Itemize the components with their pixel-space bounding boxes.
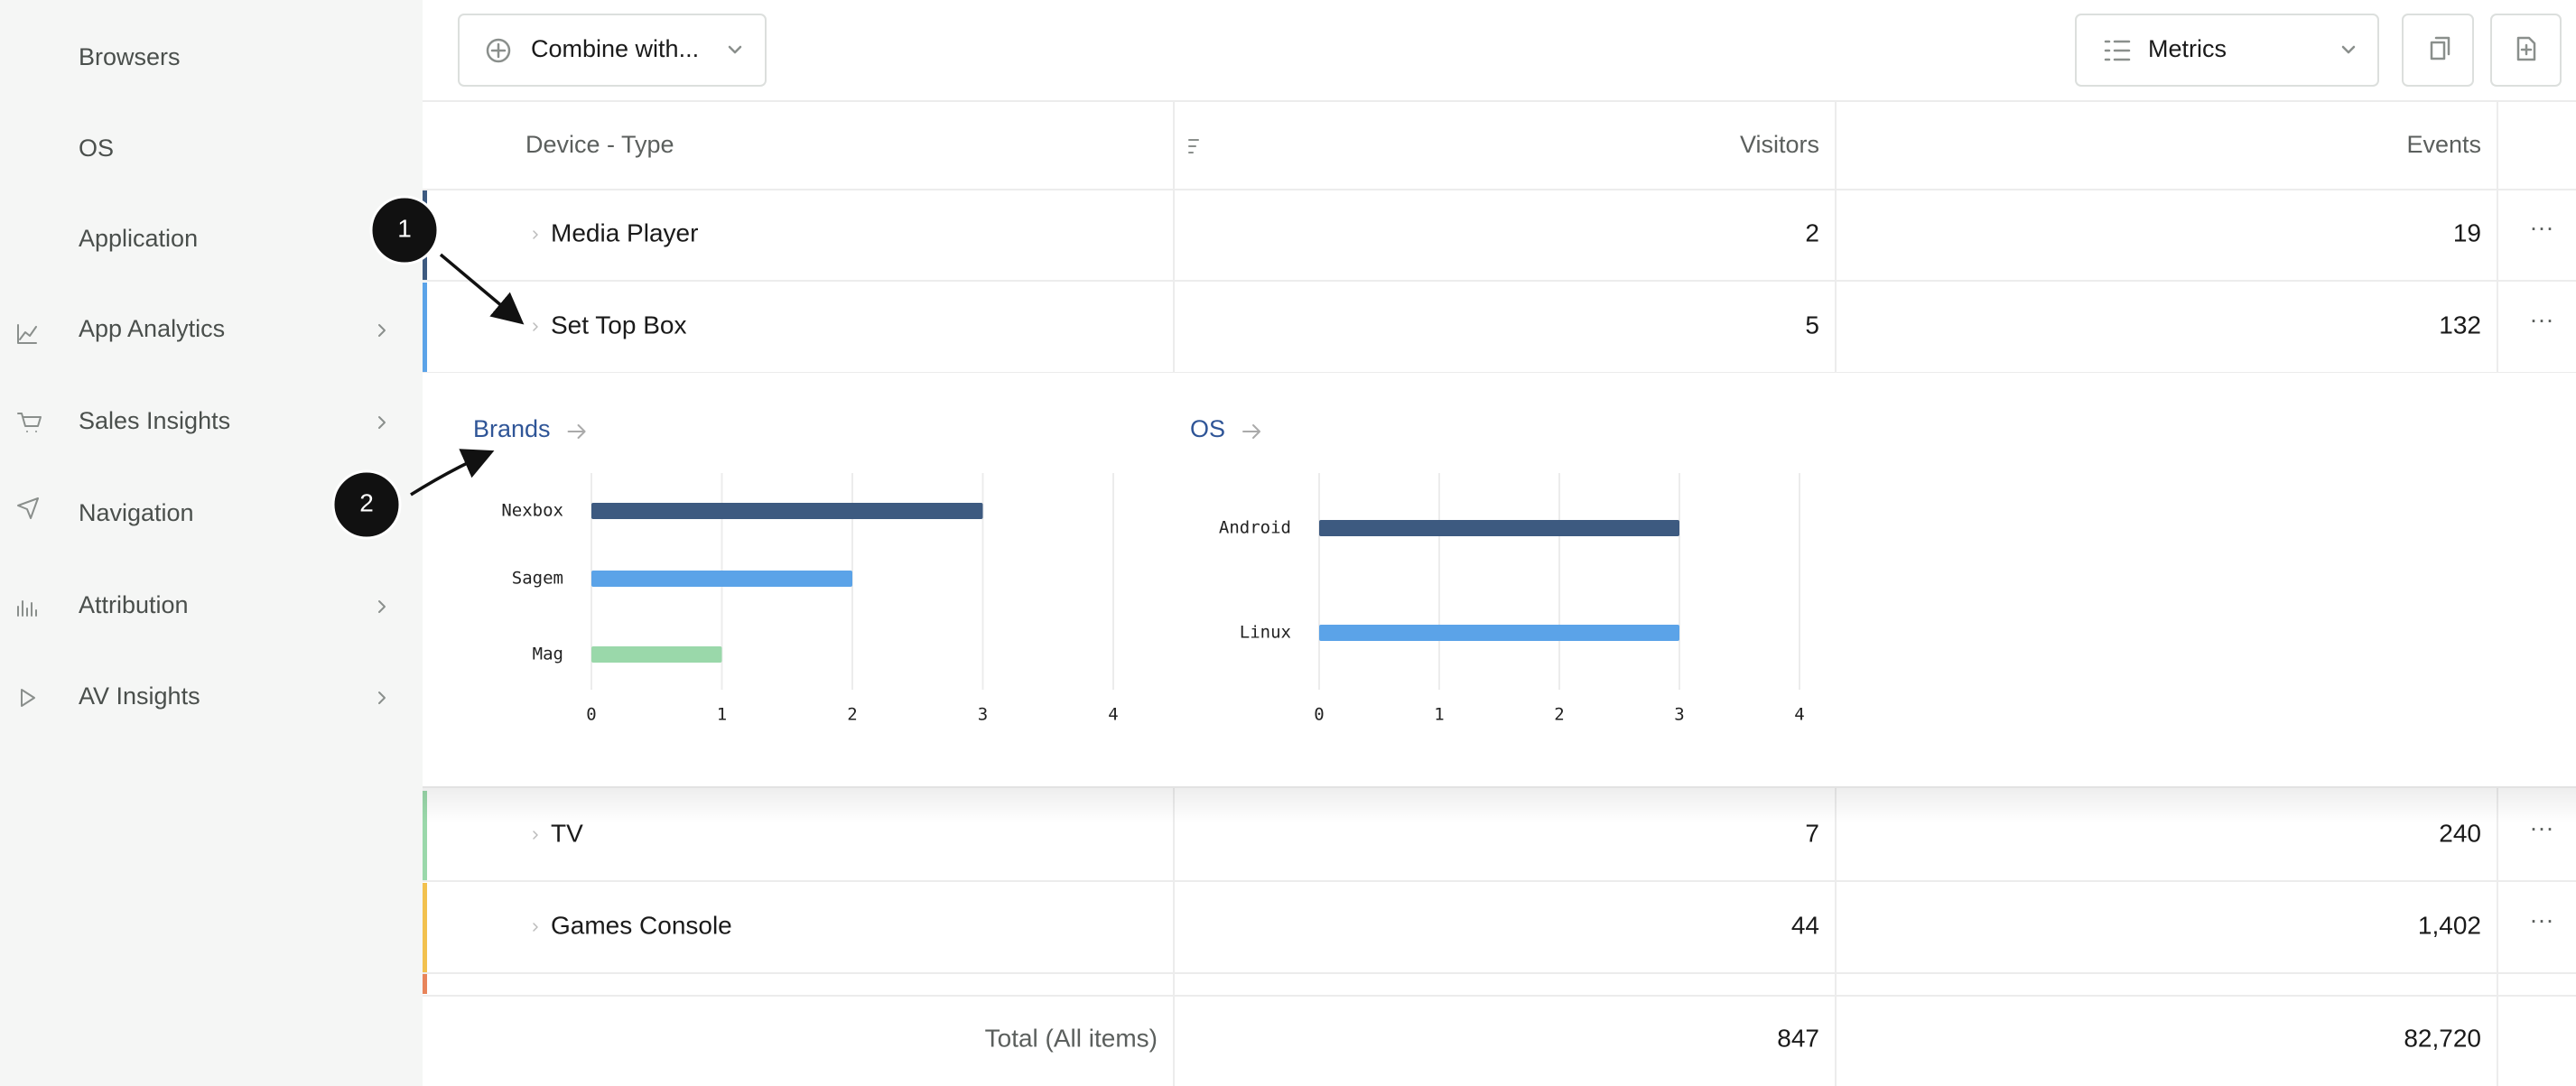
- row-stripe: [423, 283, 427, 372]
- metrics-button[interactable]: [2075, 14, 2379, 87]
- x-tick-label: 1: [1434, 705, 1444, 725]
- sidebar-icon: [17, 324, 37, 344]
- sidebar-item[interactable]: Sales Insights: [79, 407, 230, 434]
- row-stripe: [423, 974, 427, 994]
- y-tick-label: Android: [1219, 518, 1291, 538]
- metrics-label[interactable]: Metrics: [2148, 35, 2227, 62]
- bar: [591, 571, 852, 587]
- x-tick-label: 3: [1674, 705, 1684, 725]
- visitors: 7: [1805, 819, 1819, 847]
- expand-chevron[interactable]: [533, 230, 538, 239]
- events: 132: [2439, 311, 2481, 339]
- annotation-arrow: [410, 449, 495, 497]
- x-tick-label: 1: [717, 705, 727, 725]
- toolbar: Combine with... Metrics: [458, 14, 2562, 87]
- events: 19: [2453, 218, 2481, 246]
- visitors: 44: [1791, 911, 1819, 939]
- row-label[interactable]: Set Top Box: [551, 311, 686, 339]
- sidebar-item[interactable]: AV Insights: [79, 682, 200, 710]
- events: 240: [2439, 819, 2481, 847]
- annotation-number: 2: [359, 488, 374, 516]
- copy-button[interactable]: [2402, 14, 2474, 87]
- expand-chevron[interactable]: [533, 923, 538, 932]
- bar: [591, 646, 722, 663]
- row-stripe: [423, 791, 427, 880]
- sidebar-item[interactable]: OS: [79, 135, 114, 162]
- row-menu[interactable]: ···: [2530, 214, 2554, 241]
- total-visitors: 847: [1777, 1024, 1819, 1052]
- chart-title[interactable]: Brands: [473, 415, 551, 442]
- chevron: [378, 324, 386, 337]
- total-label: Total (All items): [985, 1024, 1158, 1052]
- row-stripe: [423, 883, 427, 972]
- x-tick-label: 2: [847, 705, 857, 725]
- chart-title[interactable]: OS: [1190, 415, 1225, 442]
- annotation-arrow: [439, 253, 525, 325]
- visitors: 5: [1805, 311, 1819, 339]
- list-icon: [2104, 40, 2131, 61]
- annotations: 12: [331, 195, 525, 540]
- x-tick-label: 3: [978, 705, 988, 725]
- chevron: [378, 692, 386, 704]
- column-header[interactable]: Visitors: [1740, 131, 1819, 158]
- title-arrow: [567, 424, 586, 439]
- bar: [591, 503, 983, 519]
- x-tick-label: 4: [1108, 705, 1118, 725]
- chevron: [378, 416, 386, 429]
- sort-icon: [1188, 139, 1199, 153]
- sidebar-icon: [17, 413, 42, 432]
- sidebar-item[interactable]: Application: [79, 225, 198, 252]
- plus-icon: [490, 42, 507, 59]
- table: Device - Type Visitors Events Media Player 2…: [423, 101, 2576, 1086]
- combine-label[interactable]: Combine with...: [531, 35, 699, 62]
- row-label[interactable]: Media Player: [551, 218, 698, 246]
- expand-chevron[interactable]: [533, 831, 538, 840]
- annotation-badge: [331, 469, 402, 540]
- expand-chevron[interactable]: [533, 322, 538, 331]
- plus-icon: [486, 38, 511, 63]
- sidebar: [0, 0, 423, 1086]
- combine-button[interactable]: [458, 14, 767, 87]
- copy-icon: [2430, 36, 2450, 60]
- annotation-number: 1: [397, 214, 412, 242]
- column-header[interactable]: Events: [2406, 131, 2481, 158]
- row-label[interactable]: TV: [551, 819, 583, 847]
- annotation-badge: [369, 195, 440, 265]
- row-label[interactable]: Games Console: [551, 911, 732, 939]
- row-menu[interactable]: ···: [2530, 306, 2554, 333]
- y-tick-label: Mag: [533, 645, 563, 664]
- export-icon: [2516, 36, 2536, 61]
- sidebar-item[interactable]: App Analytics: [79, 315, 225, 342]
- sidebar-icon: [17, 497, 39, 519]
- y-tick-label: Nexbox: [501, 501, 563, 521]
- chevron: [378, 600, 386, 613]
- y-tick-label: Sagem: [512, 569, 563, 589]
- sidebar-item[interactable]: Browsers: [79, 43, 181, 70]
- x-tick-label: 0: [1314, 705, 1324, 725]
- column-header[interactable]: Device - Type: [525, 131, 674, 158]
- x-tick-label: 0: [586, 705, 596, 725]
- y-tick-label: Linux: [1240, 623, 1291, 643]
- total-events: 82,720: [2404, 1024, 2481, 1052]
- sidebar-icon: [17, 600, 37, 617]
- x-tick-label: 2: [1554, 705, 1564, 725]
- title-arrow: [1242, 424, 1261, 439]
- bar: [1319, 520, 1679, 536]
- sidebar-item[interactable]: Attribution: [79, 591, 189, 618]
- x-tick-label: 4: [1794, 705, 1804, 725]
- panel-shadow: [423, 787, 2576, 823]
- events: 1,402: [2418, 911, 2481, 939]
- visitors: 2: [1805, 218, 1819, 246]
- charts: Brands 0 1 2 3 4 Nexbox Sagem Mag OS 0 1 2 3 4 Android L…: [473, 415, 1805, 724]
- sidebar-item[interactable]: Navigation: [79, 499, 194, 526]
- sidebar-icon: [21, 689, 35, 707]
- row-menu[interactable]: ···: [2530, 906, 2554, 933]
- dropdown-chevron: [728, 45, 742, 54]
- sidebar-items: Browsers OS Application App Analytics Sales …: [17, 43, 386, 710]
- dropdown-chevron: [2341, 45, 2356, 54]
- bar: [1319, 625, 1679, 641]
